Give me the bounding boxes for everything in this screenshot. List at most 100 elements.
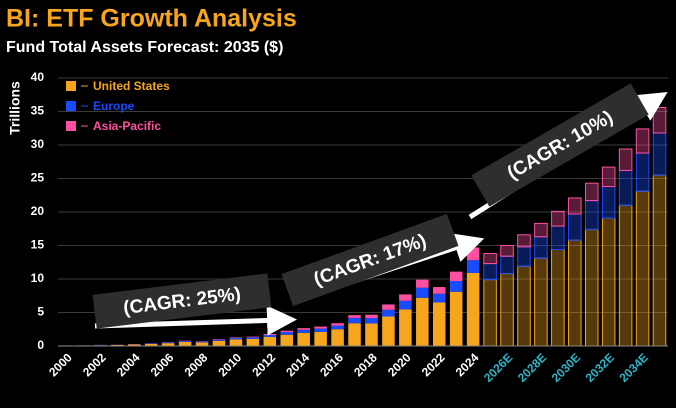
bar <box>636 129 649 153</box>
bar <box>331 329 344 346</box>
bar <box>399 309 412 346</box>
bar <box>382 304 395 309</box>
bar <box>314 332 327 346</box>
bar <box>297 333 310 346</box>
chart-title: BI: ETF Growth Analysis <box>6 5 297 33</box>
x-tick-label: 2022 <box>419 350 448 379</box>
y-tick-label: 30 <box>31 137 45 151</box>
bar <box>314 327 327 329</box>
bar <box>602 218 615 346</box>
x-tick-label: 2028E <box>515 350 549 384</box>
bar <box>230 337 243 338</box>
bar <box>484 254 497 264</box>
bar <box>569 240 582 346</box>
x-tick-label: 2016 <box>317 350 346 379</box>
bar <box>213 340 226 341</box>
bar <box>264 337 277 346</box>
bar <box>569 198 582 214</box>
legend-label: Asia-Pacific <box>93 119 161 133</box>
bar <box>501 246 514 257</box>
y-tick-label: 10 <box>31 271 45 285</box>
bar <box>518 235 531 247</box>
bar <box>619 149 632 170</box>
bar <box>433 302 446 346</box>
bar <box>247 337 260 339</box>
bar <box>433 287 446 294</box>
bar <box>331 323 344 325</box>
bar <box>653 107 666 132</box>
x-tick-label: 2004 <box>114 350 143 379</box>
bar <box>280 331 293 332</box>
bar <box>196 342 209 346</box>
bar <box>450 272 463 281</box>
x-tick-label: 2030E <box>549 350 583 384</box>
y-tick-label: 20 <box>31 204 45 218</box>
bar <box>501 256 514 273</box>
bar <box>230 339 243 346</box>
x-tick-label: 2020 <box>385 350 414 379</box>
bar <box>280 332 293 335</box>
bar <box>348 315 361 318</box>
bar <box>416 280 429 288</box>
bar <box>467 273 480 346</box>
bar <box>365 323 378 346</box>
bar <box>382 317 395 346</box>
bar <box>297 328 310 330</box>
bar <box>535 223 548 236</box>
bar <box>585 229 598 346</box>
bar <box>636 153 649 191</box>
x-tick-label: 2018 <box>351 350 380 379</box>
x-tick-label: 2034E <box>617 350 651 384</box>
bar <box>179 342 192 346</box>
y-tick-label: 40 <box>31 70 45 84</box>
bar <box>365 318 378 323</box>
bar <box>399 294 412 300</box>
x-tick-label: 2008 <box>182 350 211 379</box>
bar <box>416 298 429 346</box>
bar <box>213 341 226 346</box>
x-tick-label: 2006 <box>148 350 177 379</box>
bar <box>264 334 277 335</box>
y-tick-label: 5 <box>37 305 44 319</box>
bar <box>636 191 649 346</box>
x-tick-label: 2000 <box>46 350 75 379</box>
bar <box>518 247 531 266</box>
bar <box>585 183 598 200</box>
bar <box>619 205 632 346</box>
legend-label: Europe <box>93 99 135 113</box>
bar <box>467 248 480 261</box>
bar <box>399 301 412 310</box>
bar <box>602 187 615 218</box>
y-tick-label: 25 <box>31 171 45 185</box>
bar <box>585 201 598 230</box>
legend-label: United States <box>93 79 170 93</box>
bar <box>162 342 175 343</box>
bar <box>348 318 361 323</box>
bar <box>196 342 209 343</box>
bar <box>501 274 514 346</box>
bar <box>535 258 548 346</box>
bar <box>280 335 293 346</box>
bar <box>602 167 615 186</box>
legend-swatch <box>66 121 76 131</box>
bar <box>382 310 395 317</box>
x-tick-label: 2012 <box>249 350 278 379</box>
bar <box>552 250 565 346</box>
legend-swatch <box>66 81 76 91</box>
bar <box>535 237 548 258</box>
bar <box>314 329 327 332</box>
annotation-box: (CAGR: 17%) <box>281 214 458 306</box>
bar <box>653 133 666 175</box>
x-tick-label: 2010 <box>215 350 244 379</box>
bar <box>450 281 463 292</box>
chart-subtitle: Fund Total Assets Forecast: 2035 ($) <box>6 39 283 56</box>
bar <box>230 338 243 340</box>
bar <box>484 264 497 280</box>
x-tick-label: 2002 <box>80 350 109 379</box>
bar <box>569 214 582 240</box>
y-axis-label: Trillions <box>7 81 23 135</box>
bar <box>297 330 310 333</box>
bar <box>484 280 497 346</box>
